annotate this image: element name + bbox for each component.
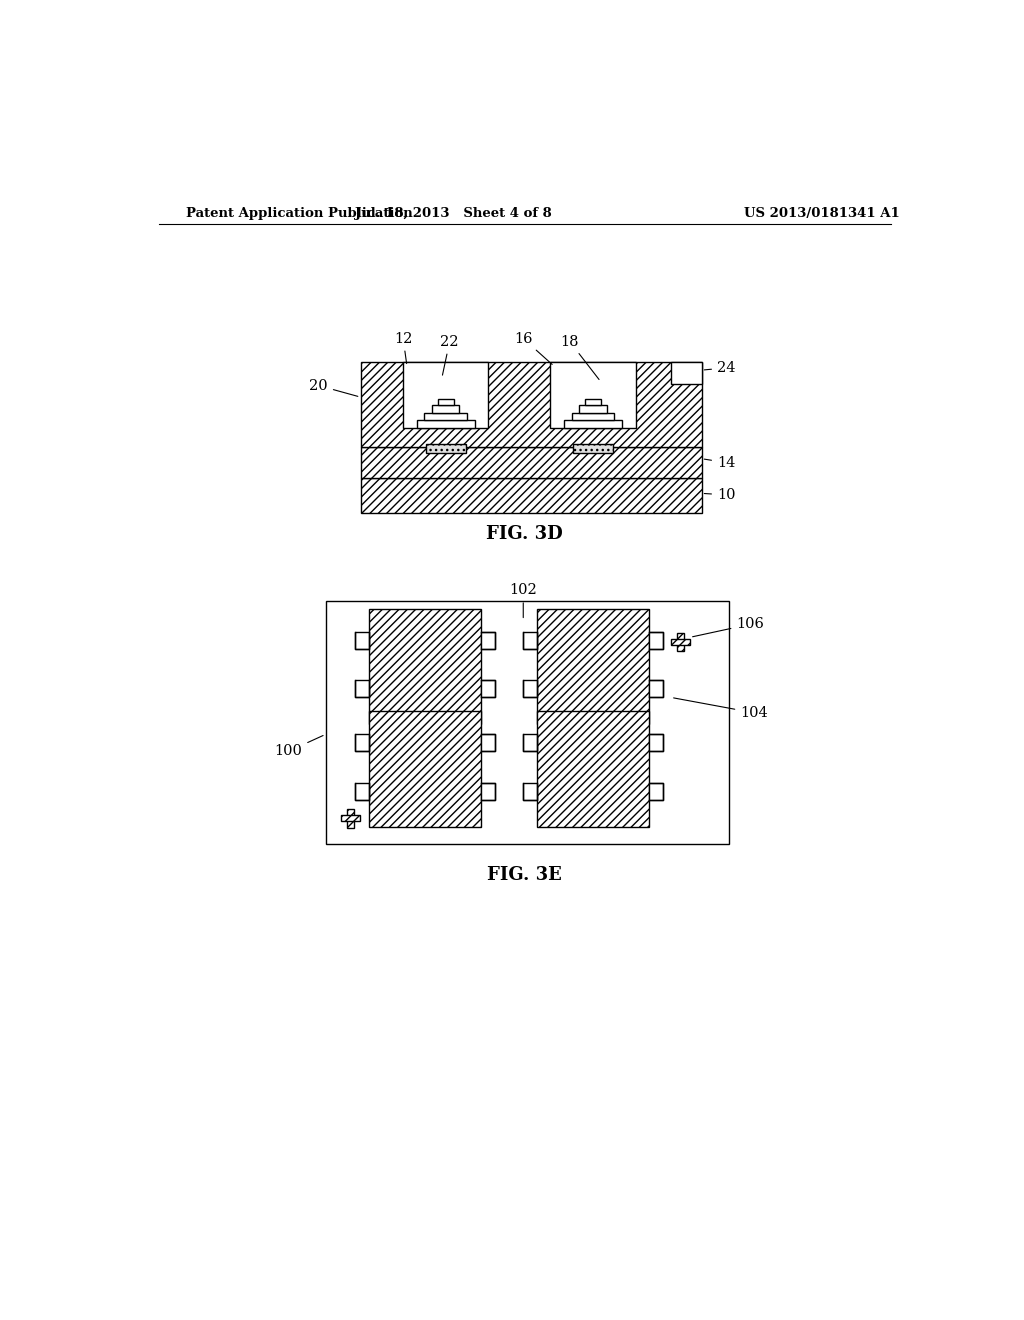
Bar <box>571 412 614 420</box>
Bar <box>354 681 369 697</box>
Bar <box>354 734 369 751</box>
Bar <box>649 632 664 649</box>
Bar <box>564 420 622 428</box>
Bar <box>360 478 701 512</box>
Bar <box>360 363 701 447</box>
Bar <box>649 783 664 800</box>
Bar <box>649 681 664 697</box>
Bar <box>586 399 601 405</box>
Bar <box>417 420 475 428</box>
Bar <box>671 363 701 384</box>
Bar <box>354 783 369 800</box>
Bar <box>649 734 664 751</box>
Text: FIG. 3D: FIG. 3D <box>486 525 563 543</box>
Bar <box>550 363 636 428</box>
Text: 10: 10 <box>705 488 735 502</box>
Bar <box>537 711 649 826</box>
Bar <box>481 681 495 697</box>
Bar <box>354 632 369 649</box>
Bar <box>481 632 495 649</box>
Bar <box>403 363 488 428</box>
Text: 12: 12 <box>394 331 413 363</box>
Bar <box>426 444 466 453</box>
Bar <box>481 783 495 800</box>
Bar <box>523 681 537 697</box>
Bar <box>360 447 701 478</box>
Bar <box>523 632 537 649</box>
Bar <box>369 711 481 826</box>
Text: 104: 104 <box>674 698 768 719</box>
Text: 100: 100 <box>274 735 324 758</box>
Bar <box>523 734 537 751</box>
Text: 18: 18 <box>560 334 599 380</box>
Text: 106: 106 <box>692 618 764 636</box>
Bar <box>481 734 495 751</box>
Bar <box>580 405 606 412</box>
Text: 24: 24 <box>705 360 735 375</box>
Bar <box>537 609 649 725</box>
Text: 20: 20 <box>309 379 357 396</box>
Bar <box>341 816 359 821</box>
Bar <box>369 609 481 725</box>
Bar <box>326 601 729 843</box>
Text: 14: 14 <box>705 455 735 470</box>
Text: 22: 22 <box>440 334 459 375</box>
Bar <box>424 412 467 420</box>
Text: Patent Application Publication: Patent Application Publication <box>186 207 413 220</box>
Bar <box>523 783 537 800</box>
Text: FIG. 3E: FIG. 3E <box>487 866 562 883</box>
Text: 102: 102 <box>509 583 538 618</box>
Bar <box>572 444 613 453</box>
Bar <box>438 399 454 405</box>
Bar <box>672 639 690 645</box>
Text: Jul. 18, 2013   Sheet 4 of 8: Jul. 18, 2013 Sheet 4 of 8 <box>355 207 552 220</box>
Bar <box>678 632 684 651</box>
Bar <box>432 405 460 412</box>
Bar <box>347 809 353 828</box>
Text: 16: 16 <box>514 331 552 364</box>
Text: US 2013/0181341 A1: US 2013/0181341 A1 <box>743 207 899 220</box>
